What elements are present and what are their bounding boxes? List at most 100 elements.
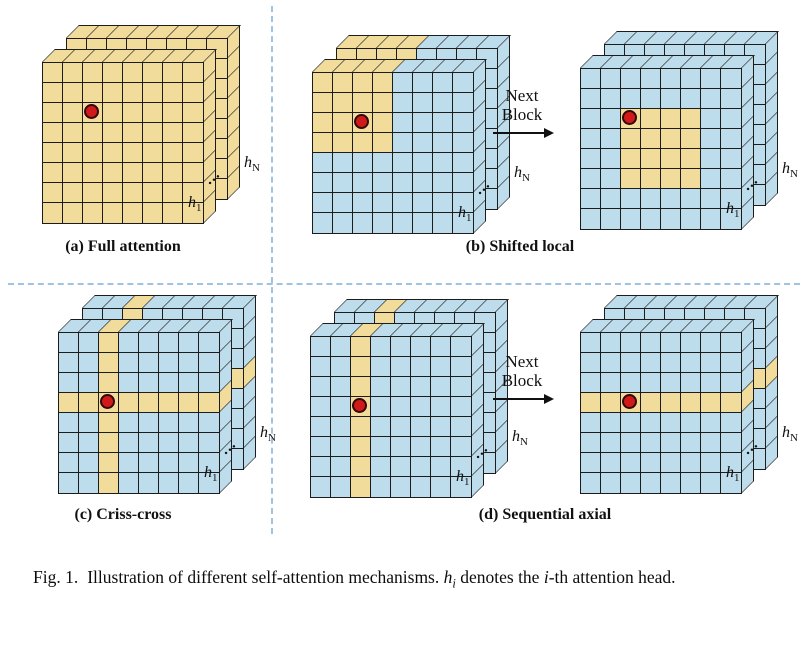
grid-cell	[83, 63, 103, 83]
attention-stack-full: hN h1 •••	[42, 25, 282, 236]
grid-cell	[433, 153, 453, 173]
grid-cell	[433, 133, 453, 153]
grid-cell	[63, 83, 83, 103]
grid-cell	[143, 123, 163, 143]
grid-cell	[431, 477, 451, 497]
grid-cell	[453, 213, 473, 233]
grid-cell	[453, 133, 473, 153]
grid-cell	[431, 357, 451, 377]
grid-cell	[83, 183, 103, 203]
figure-caption: Fig. 1. Illustration of different self-at…	[33, 564, 748, 593]
grid-cell	[641, 453, 661, 473]
grid-cell	[179, 433, 199, 453]
grid-cell	[99, 473, 119, 493]
grid-cell	[43, 143, 63, 163]
grid-cell	[139, 453, 159, 473]
grid-cell	[179, 473, 199, 493]
grid-cell	[701, 433, 721, 453]
grid-cell	[721, 373, 741, 393]
grid-cell	[83, 163, 103, 183]
grid-cell	[179, 353, 199, 373]
grid-cell	[199, 433, 219, 453]
grid-cell	[99, 373, 119, 393]
grid-cell	[123, 63, 143, 83]
grid-cell	[311, 337, 331, 357]
grid-cell	[331, 417, 351, 437]
grid-cell	[393, 153, 413, 173]
grid-cell	[353, 213, 373, 233]
grid-cell	[59, 413, 79, 433]
grid-cell	[621, 69, 641, 89]
grid-cell	[411, 397, 431, 417]
query-pixel-dot	[622, 394, 637, 409]
grid-cell	[99, 433, 119, 453]
grid-cell	[373, 133, 393, 153]
grid-cell	[581, 149, 601, 169]
head-label-hN: hN	[260, 424, 276, 445]
grid-cell	[391, 437, 411, 457]
grid-cell	[351, 477, 371, 497]
grid-cell	[641, 413, 661, 433]
grid-cell	[701, 353, 721, 373]
grid-cell	[681, 149, 701, 169]
attention-grid	[580, 68, 742, 230]
cube-right-face	[219, 319, 232, 494]
grid-cell	[581, 433, 601, 453]
right-arrow-icon	[493, 394, 554, 404]
grid-cell	[413, 133, 433, 153]
grid-cell	[451, 357, 471, 377]
grid-cell	[433, 193, 453, 213]
grid-cell	[79, 393, 99, 413]
cube-right-face	[243, 295, 256, 470]
grid-cell	[453, 193, 473, 213]
panel-caption-a: (a) Full attention	[65, 238, 181, 255]
grid-cell	[721, 393, 741, 413]
cube-right-face	[471, 323, 484, 498]
grid-cell	[661, 209, 681, 229]
grid-cell	[681, 373, 701, 393]
grid-cell	[59, 373, 79, 393]
figure-caption-body: Illustration of different self-attention…	[87, 567, 444, 587]
grid-cell	[313, 93, 333, 113]
grid-cell	[581, 89, 601, 109]
grid-cell	[621, 473, 641, 493]
figure-number: Fig. 1.	[33, 567, 79, 587]
grid-cell	[353, 133, 373, 153]
grid-cell	[183, 183, 203, 203]
grid-cell	[43, 203, 63, 223]
grid-cell	[393, 213, 413, 233]
grid-cell	[431, 457, 451, 477]
grid-cell	[159, 413, 179, 433]
grid-cell	[179, 413, 199, 433]
grid-cell	[159, 393, 179, 413]
grid-cell	[601, 189, 621, 209]
right-arrow-icon	[493, 128, 554, 138]
front-head-slice	[310, 323, 485, 498]
grid-cell	[721, 333, 741, 353]
grid-cell	[143, 143, 163, 163]
grid-cell	[681, 353, 701, 373]
grid-cell	[581, 189, 601, 209]
grid-cell	[371, 477, 391, 497]
grid-cell	[641, 189, 661, 209]
grid-cell	[59, 333, 79, 353]
grid-cell	[641, 373, 661, 393]
grid-cell	[681, 209, 701, 229]
head-label-h1: h1	[726, 464, 740, 485]
grid-cell	[99, 353, 119, 373]
grid-cell	[661, 189, 681, 209]
grid-cell	[411, 337, 431, 357]
attention-stack-axial-after: hN h1 •••	[580, 295, 811, 506]
cube-right-face	[203, 49, 216, 224]
grid-cell	[331, 377, 351, 397]
grid-cell	[79, 453, 99, 473]
grid-cell	[183, 123, 203, 143]
grid-cell	[143, 103, 163, 123]
grid-cell	[313, 133, 333, 153]
attention-stack-crisscross: hN h1 •••	[58, 295, 298, 506]
grid-cell	[79, 433, 99, 453]
grid-cell	[453, 113, 473, 133]
cube-right-face	[741, 55, 754, 230]
grid-cell	[331, 337, 351, 357]
grid-cell	[581, 109, 601, 129]
